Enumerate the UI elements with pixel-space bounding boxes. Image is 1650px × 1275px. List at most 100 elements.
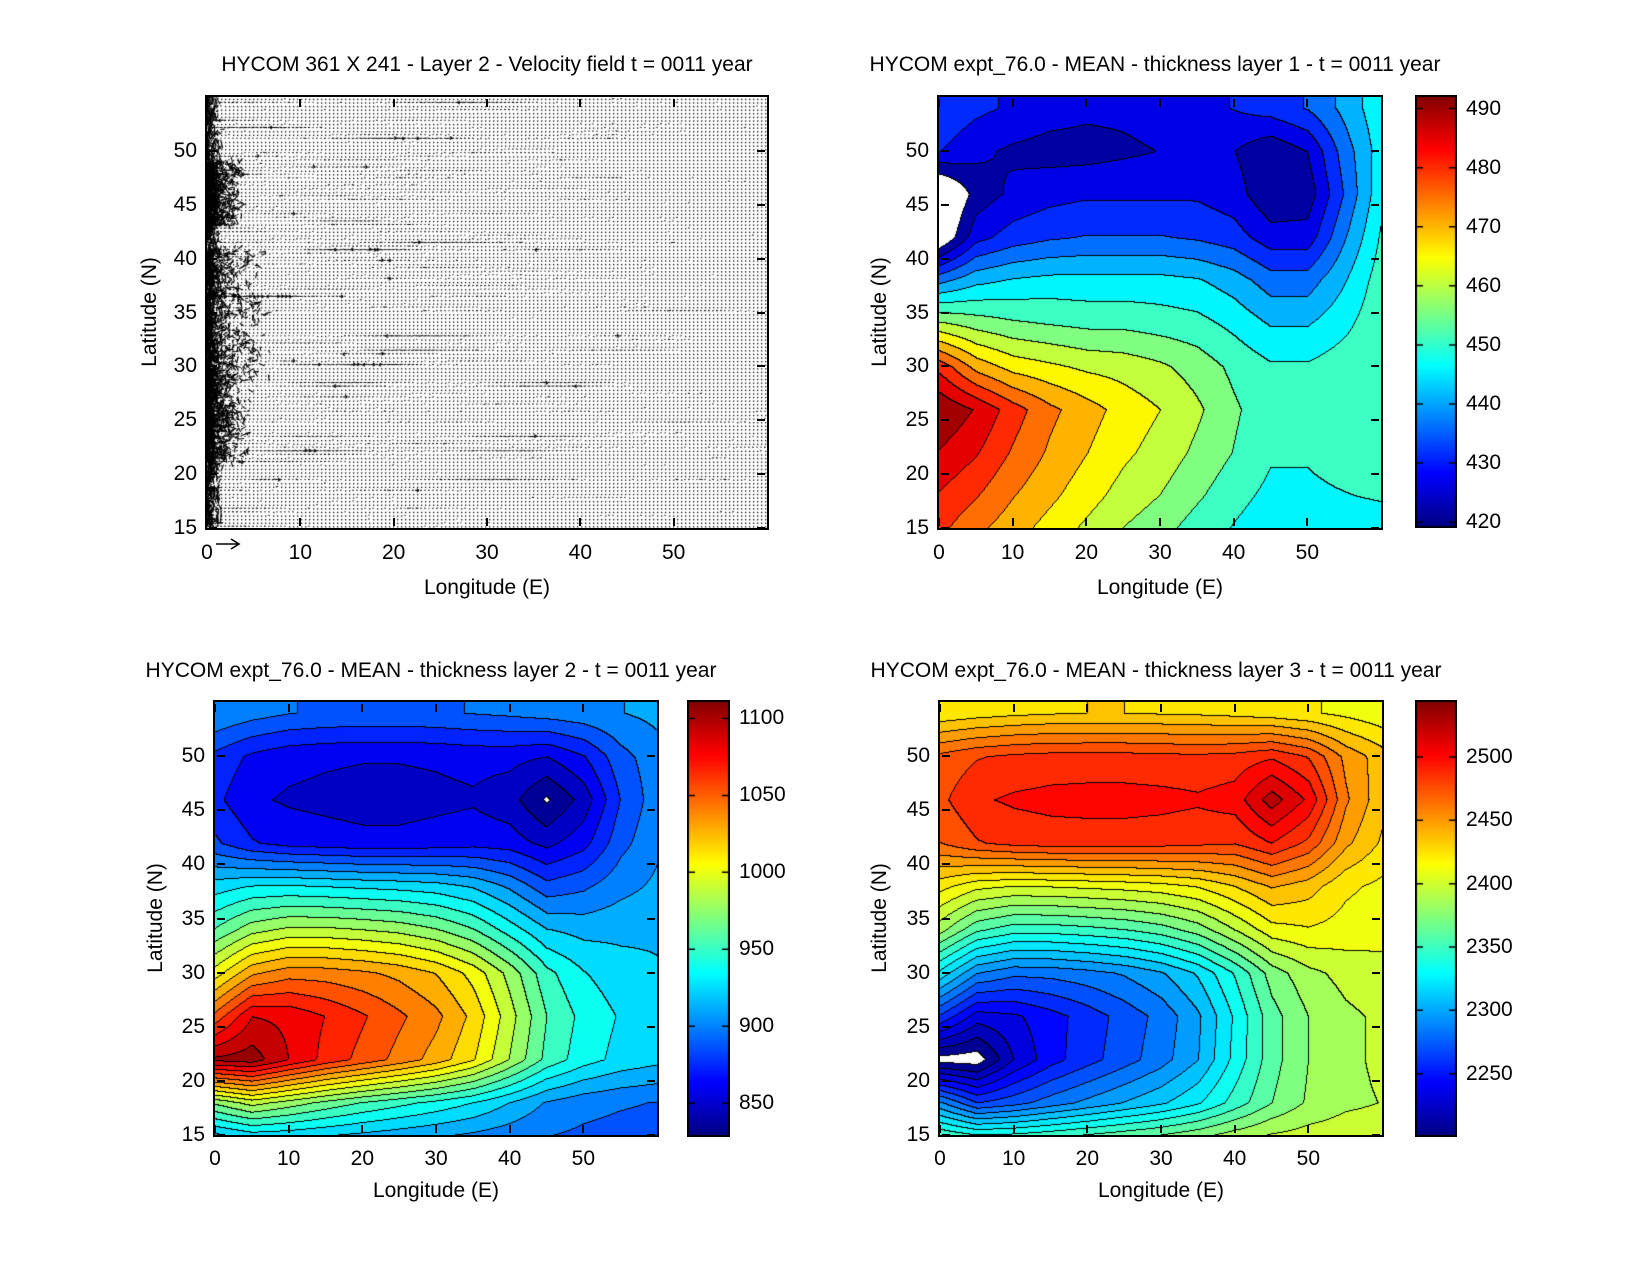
axis-tick-mark — [647, 917, 655, 920]
y-tick-label: 30 — [906, 960, 930, 984]
x-tick-label: 30 — [1148, 541, 1172, 564]
axis-tick-mark — [299, 99, 302, 107]
axis-tick-mark — [757, 149, 765, 152]
chart-title: HYCOM expt_76.0 - MEAN - thickness layer… — [145, 659, 717, 682]
axis-tick-mark — [1371, 473, 1379, 476]
y-tick-label: 15 — [173, 516, 197, 539]
axis-tick-mark — [1160, 704, 1162, 712]
x-tick-label: 50 — [661, 541, 686, 564]
velocity-quiver-plot — [207, 97, 767, 528]
axis-tick-mark — [942, 1134, 950, 1136]
x-tick-label: 40 — [1221, 541, 1246, 564]
axis-tick-mark — [1012, 704, 1015, 712]
axis-tick-mark — [1371, 527, 1379, 529]
axis-tick-mark — [486, 518, 488, 526]
thickness-layer3-contour-plot — [940, 702, 1382, 1135]
axis-tick-mark — [1306, 99, 1309, 107]
x-tick-label: 30 — [475, 541, 499, 564]
axis-tick-mark — [938, 518, 940, 526]
axis-tick-mark — [1159, 99, 1161, 107]
y-tick-label: 15 — [905, 516, 929, 539]
x-axis-label: Longitude (E) — [372, 1179, 500, 1202]
x-tick-label: 20 — [1074, 541, 1098, 564]
y-tick-label: 40 — [906, 852, 930, 876]
y-tick-label: 45 — [173, 192, 197, 216]
axis-tick-mark — [1372, 971, 1380, 974]
axis-tick-mark — [508, 1125, 511, 1133]
colorbar-tick-label: 2450 — [1466, 808, 1513, 832]
y-tick-label: 45 — [905, 192, 929, 216]
colorbar-tick-label: 900 — [739, 1014, 775, 1038]
axis-tick-mark — [941, 473, 949, 476]
axis-tick-mark — [1372, 1079, 1380, 1082]
axis-tick-mark — [1372, 1025, 1380, 1028]
axis-tick-mark — [1372, 863, 1380, 866]
axis-tick-mark — [214, 1125, 216, 1133]
colorbar-tick-label: 1100 — [739, 706, 785, 730]
x-tick-label: 10 — [1000, 541, 1025, 564]
axis-tick-mark — [217, 755, 225, 758]
axis-tick-mark — [209, 365, 217, 368]
axis-tick-mark — [214, 704, 216, 712]
y-tick-label: 20 — [905, 462, 929, 486]
x-tick-label: 40 — [568, 541, 592, 564]
y-tick-label: 50 — [173, 138, 197, 162]
x-tick-label: 20 — [1075, 1147, 1099, 1170]
axis-tick-mark — [1372, 917, 1380, 920]
axis-tick-mark — [361, 704, 364, 712]
axis-tick-mark — [361, 1125, 364, 1133]
axis-tick-mark — [647, 1134, 655, 1136]
axis-tick-mark — [757, 365, 765, 368]
axis-tick-mark — [1232, 518, 1235, 526]
axis-tick-mark — [209, 419, 217, 422]
axis-tick-mark — [938, 99, 940, 107]
axis-tick-mark — [1307, 1125, 1310, 1133]
x-tick-label: 50 — [1296, 1147, 1320, 1170]
axis-tick-mark — [942, 1079, 950, 1082]
x-tick-label: 40 — [1222, 1147, 1247, 1170]
axis-tick-mark — [1371, 149, 1379, 152]
x-axis-label: Longitude (E) — [1096, 576, 1224, 599]
axis-tick-mark — [941, 257, 949, 260]
y-tick-label: 25 — [173, 408, 197, 432]
axis-tick-mark — [1306, 518, 1309, 526]
axis-tick-mark — [209, 311, 217, 314]
axis-tick-mark — [672, 518, 675, 526]
colorbar-tick-label: 1050 — [739, 783, 786, 807]
axis-tick-mark — [217, 1079, 225, 1082]
x-tick-label: 30 — [1149, 1147, 1173, 1170]
axis-tick-mark — [486, 99, 488, 107]
colorbar-layer2 — [687, 700, 730, 1137]
axis-tick-mark — [508, 704, 511, 712]
axis-tick-mark — [209, 257, 217, 260]
axis-tick-mark — [942, 1025, 950, 1028]
axis-tick-mark — [942, 809, 950, 812]
colorbar-tick-label: 480 — [1466, 155, 1502, 179]
axis-tick-mark — [1085, 99, 1088, 107]
colorbar-tick-label: 2350 — [1466, 935, 1513, 958]
y-tick-label: 40 — [181, 852, 205, 876]
colorbar-tick-label: 430 — [1466, 451, 1502, 475]
axis-tick-mark — [1233, 1125, 1236, 1133]
axis-tick-mark — [1371, 203, 1379, 206]
axis-tick-mark — [1371, 419, 1379, 422]
x-axis-label: Longitude (E) — [1097, 1179, 1225, 1202]
axis-tick-mark — [647, 755, 655, 758]
axis-tick-mark — [941, 419, 949, 422]
axis-tick-mark — [1086, 1125, 1089, 1133]
y-tick-label: 35 — [906, 906, 930, 930]
x-tick-label: 30 — [424, 1147, 448, 1170]
colorbar-tick-label: 2300 — [1466, 998, 1513, 1022]
y-tick-label: 20 — [906, 1068, 930, 1092]
y-tick-label: 45 — [181, 798, 205, 822]
axis-tick-mark — [435, 1125, 437, 1133]
chart-title: HYCOM 361 X 241 - Layer 2 - Velocity fie… — [221, 53, 753, 76]
chart-title: HYCOM expt_76.0 - MEAN - thickness layer… — [870, 659, 1442, 682]
x-axis-label: Longitude (E) — [423, 576, 551, 599]
axis-tick-mark — [941, 365, 949, 368]
x-tick-label: 20 — [350, 1147, 374, 1170]
axis-tick-mark — [757, 527, 765, 529]
axis-tick-mark — [1372, 755, 1380, 758]
y-tick-label: 25 — [905, 408, 929, 432]
